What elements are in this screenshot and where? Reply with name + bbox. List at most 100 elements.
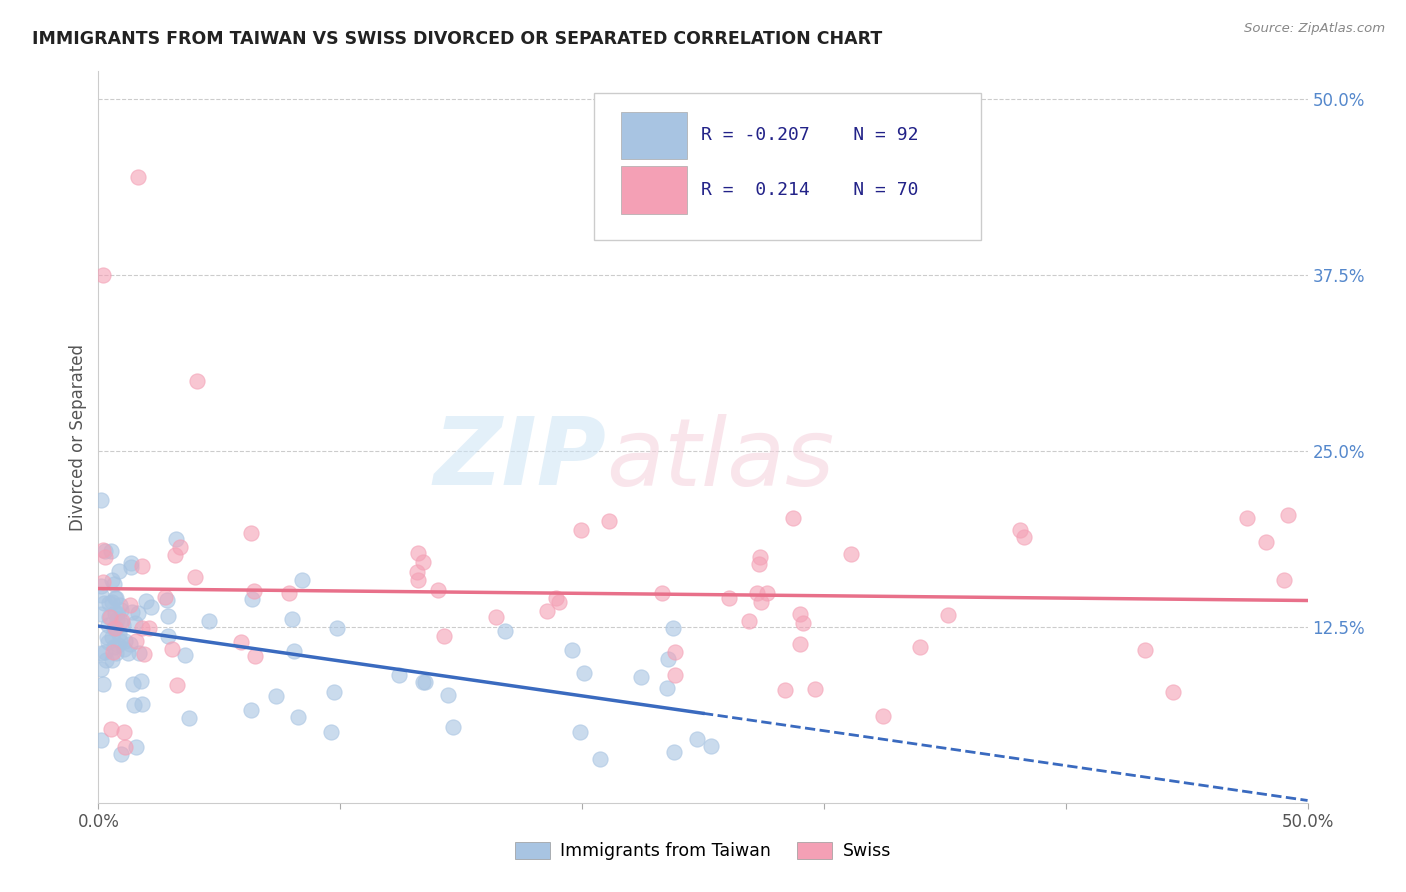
Point xyxy=(536,604,558,618)
Point xyxy=(240,703,263,717)
Point xyxy=(103,640,125,654)
Point xyxy=(118,599,141,613)
Point xyxy=(94,544,117,558)
Point xyxy=(278,585,301,599)
Point xyxy=(426,582,449,597)
Point xyxy=(124,698,146,713)
Point xyxy=(243,583,266,598)
Point xyxy=(100,544,122,558)
Point xyxy=(103,645,125,659)
Point xyxy=(91,677,114,691)
Point xyxy=(630,670,652,684)
Point xyxy=(105,612,128,626)
Point xyxy=(291,573,314,587)
Point xyxy=(1012,530,1035,544)
Point xyxy=(782,511,804,525)
Point xyxy=(122,677,145,691)
Point xyxy=(700,739,723,753)
Point xyxy=(98,609,121,624)
Point xyxy=(131,621,153,635)
Point xyxy=(104,591,127,605)
Point xyxy=(166,678,188,692)
Point xyxy=(108,634,131,648)
Point xyxy=(165,532,187,546)
Point xyxy=(93,596,115,610)
Point xyxy=(287,710,309,724)
Point xyxy=(156,592,179,607)
Point xyxy=(804,681,827,696)
Point xyxy=(108,615,131,629)
Point xyxy=(90,646,112,660)
Point xyxy=(1277,508,1299,522)
Point xyxy=(94,549,117,564)
Point xyxy=(107,564,129,578)
Point xyxy=(101,594,124,608)
Point xyxy=(1161,685,1184,699)
Point xyxy=(872,709,894,723)
Point xyxy=(229,635,252,649)
Point xyxy=(90,732,112,747)
Point xyxy=(118,637,141,651)
Point xyxy=(107,627,129,641)
Point xyxy=(485,610,508,624)
Y-axis label: Divorced or Separated: Divorced or Separated xyxy=(69,343,87,531)
Point xyxy=(789,637,811,651)
Point xyxy=(98,596,121,610)
Point xyxy=(97,617,120,632)
Point xyxy=(1135,642,1157,657)
Point xyxy=(124,615,146,630)
Point xyxy=(111,614,134,628)
Point xyxy=(322,684,344,698)
Point xyxy=(198,615,221,629)
Point xyxy=(1254,534,1277,549)
Point xyxy=(662,621,685,635)
Point xyxy=(792,615,814,630)
Text: atlas: atlas xyxy=(606,414,835,505)
Point xyxy=(94,645,117,659)
Point xyxy=(657,651,679,665)
Point xyxy=(114,634,136,648)
Point xyxy=(94,653,117,667)
Point xyxy=(569,725,592,739)
Point xyxy=(141,599,163,614)
Point xyxy=(125,739,148,754)
Point xyxy=(749,595,772,609)
Point xyxy=(664,645,686,659)
Point xyxy=(121,605,143,619)
Point xyxy=(412,674,434,689)
Point xyxy=(936,608,959,623)
Point xyxy=(748,558,770,572)
Point xyxy=(321,725,343,739)
Point xyxy=(494,624,516,638)
Point xyxy=(242,592,264,607)
Point xyxy=(264,689,287,703)
Point xyxy=(155,591,177,605)
Point xyxy=(105,606,128,620)
Point xyxy=(589,752,612,766)
Point xyxy=(100,722,122,736)
Point xyxy=(163,548,186,562)
Point xyxy=(125,633,148,648)
Point xyxy=(1236,511,1258,525)
Point xyxy=(157,629,180,643)
Point xyxy=(90,493,112,508)
Point xyxy=(548,595,571,609)
Point xyxy=(240,526,263,541)
Point xyxy=(738,614,761,628)
Point xyxy=(326,621,349,635)
Point xyxy=(157,609,180,624)
Point xyxy=(745,586,768,600)
Point xyxy=(572,666,595,681)
Point xyxy=(114,642,136,657)
Point xyxy=(91,543,114,558)
Point xyxy=(664,667,686,681)
Point xyxy=(129,673,152,688)
Point xyxy=(162,641,184,656)
Point xyxy=(184,570,207,584)
Point xyxy=(718,591,741,606)
Point xyxy=(432,629,454,643)
Point xyxy=(131,697,153,711)
Point xyxy=(1272,573,1295,587)
Point xyxy=(112,618,135,632)
Point xyxy=(91,268,114,283)
